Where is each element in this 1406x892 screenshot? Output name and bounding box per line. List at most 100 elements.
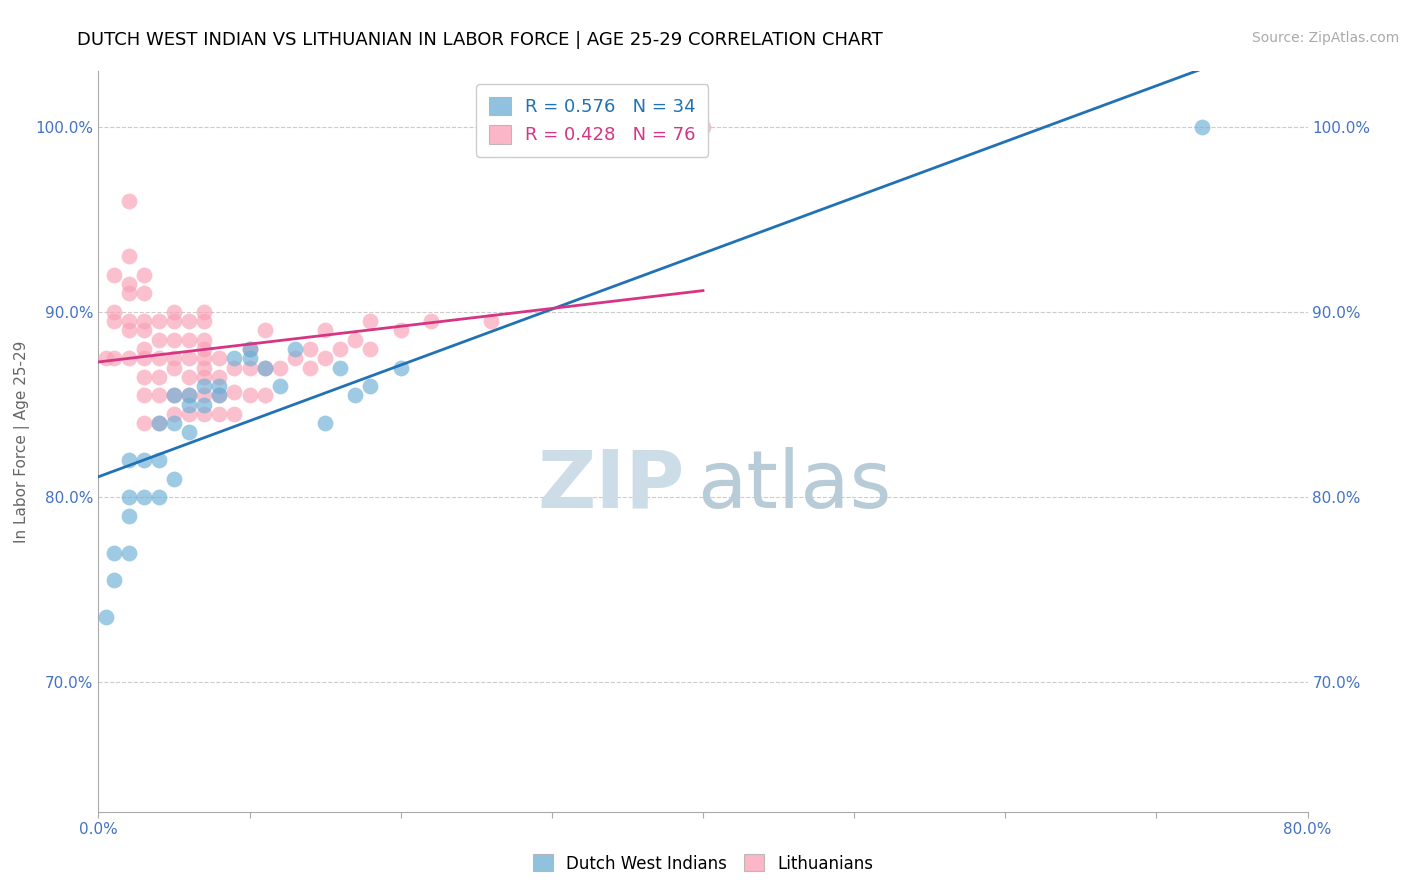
Point bbox=[179, 333, 201, 347]
Point bbox=[179, 351, 201, 366]
Point bbox=[179, 425, 201, 440]
Point bbox=[284, 342, 307, 356]
Point bbox=[179, 397, 201, 411]
Point bbox=[208, 351, 231, 366]
Point bbox=[132, 453, 155, 467]
Point bbox=[269, 379, 291, 393]
Point bbox=[148, 369, 170, 384]
Point bbox=[253, 360, 276, 375]
Point bbox=[118, 249, 141, 263]
Text: atlas: atlas bbox=[697, 447, 891, 525]
Point bbox=[1191, 120, 1213, 134]
Legend: R = 0.576   N = 34, R = 0.428   N = 76: R = 0.576 N = 34, R = 0.428 N = 76 bbox=[477, 84, 709, 157]
Point bbox=[208, 388, 231, 402]
Point bbox=[132, 369, 155, 384]
Point bbox=[103, 268, 125, 282]
Point bbox=[239, 360, 262, 375]
Point bbox=[299, 360, 322, 375]
Point bbox=[163, 333, 186, 347]
Point bbox=[148, 351, 170, 366]
Point bbox=[193, 333, 215, 347]
Point bbox=[132, 286, 155, 301]
Point bbox=[163, 360, 186, 375]
Point bbox=[208, 379, 231, 393]
Point bbox=[193, 342, 215, 356]
Point bbox=[103, 574, 125, 588]
Point bbox=[224, 407, 246, 421]
Text: Source: ZipAtlas.com: Source: ZipAtlas.com bbox=[1251, 31, 1399, 45]
Y-axis label: In Labor Force | Age 25-29: In Labor Force | Age 25-29 bbox=[14, 341, 30, 542]
Point bbox=[179, 407, 201, 421]
Point bbox=[224, 384, 246, 399]
Point bbox=[132, 388, 155, 402]
Point bbox=[118, 277, 141, 292]
Text: ZIP: ZIP bbox=[537, 447, 685, 525]
Point bbox=[148, 416, 170, 430]
Point bbox=[163, 416, 186, 430]
Point bbox=[193, 314, 215, 328]
Point bbox=[148, 333, 170, 347]
Point bbox=[148, 388, 170, 402]
Point bbox=[193, 407, 215, 421]
Point bbox=[224, 351, 246, 366]
Point bbox=[163, 305, 186, 319]
Point bbox=[132, 323, 155, 337]
Point bbox=[94, 351, 117, 366]
Point bbox=[239, 342, 262, 356]
Point bbox=[163, 407, 186, 421]
Point bbox=[132, 342, 155, 356]
Point bbox=[208, 369, 231, 384]
Point bbox=[193, 379, 215, 393]
Point bbox=[389, 323, 412, 337]
Point bbox=[193, 360, 215, 375]
Point bbox=[299, 342, 322, 356]
Point bbox=[118, 508, 141, 523]
Point bbox=[224, 360, 246, 375]
Point bbox=[163, 471, 186, 485]
Point bbox=[193, 369, 215, 384]
Legend: Dutch West Indians, Lithuanians: Dutch West Indians, Lithuanians bbox=[526, 847, 880, 880]
Point bbox=[253, 360, 276, 375]
Point bbox=[163, 388, 186, 402]
Point bbox=[103, 351, 125, 366]
Point bbox=[314, 351, 336, 366]
Point bbox=[193, 351, 215, 366]
Point bbox=[179, 388, 201, 402]
Point bbox=[344, 333, 367, 347]
Point bbox=[118, 490, 141, 504]
Point bbox=[132, 314, 155, 328]
Point bbox=[118, 351, 141, 366]
Point bbox=[269, 360, 291, 375]
Point bbox=[481, 314, 503, 328]
Point bbox=[163, 388, 186, 402]
Point bbox=[148, 490, 170, 504]
Point bbox=[239, 351, 262, 366]
Point bbox=[360, 314, 382, 328]
Point bbox=[329, 342, 352, 356]
Point bbox=[360, 342, 382, 356]
Point bbox=[193, 305, 215, 319]
Point bbox=[118, 314, 141, 328]
Point bbox=[103, 314, 125, 328]
Point bbox=[163, 351, 186, 366]
Point bbox=[148, 453, 170, 467]
Point bbox=[314, 323, 336, 337]
Point bbox=[103, 545, 125, 559]
Point bbox=[360, 379, 382, 393]
Point bbox=[94, 610, 117, 624]
Point bbox=[284, 351, 307, 366]
Point bbox=[132, 490, 155, 504]
Point bbox=[692, 120, 714, 134]
Point bbox=[163, 314, 186, 328]
Point bbox=[208, 407, 231, 421]
Point bbox=[193, 388, 215, 402]
Point bbox=[239, 342, 262, 356]
Text: DUTCH WEST INDIAN VS LITHUANIAN IN LABOR FORCE | AGE 25-29 CORRELATION CHART: DUTCH WEST INDIAN VS LITHUANIAN IN LABOR… bbox=[77, 31, 883, 49]
Point bbox=[179, 314, 201, 328]
Point bbox=[118, 194, 141, 208]
Point bbox=[239, 388, 262, 402]
Point bbox=[118, 323, 141, 337]
Point bbox=[132, 351, 155, 366]
Point bbox=[132, 268, 155, 282]
Point bbox=[420, 314, 443, 328]
